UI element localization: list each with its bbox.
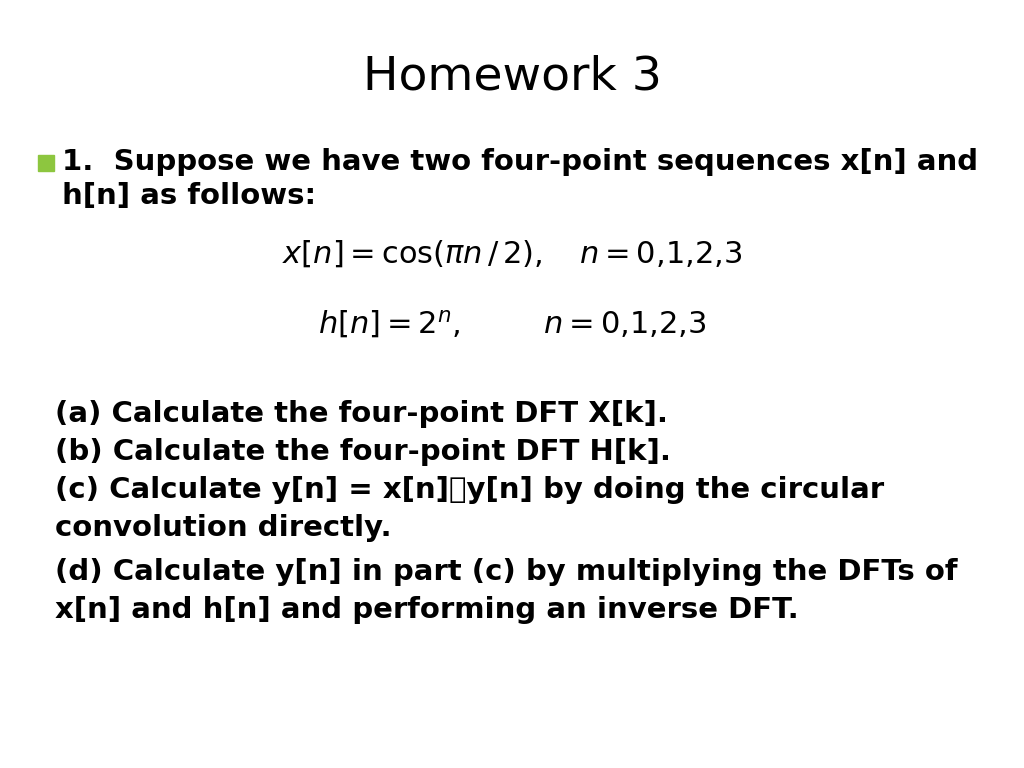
Text: convolution directly.: convolution directly. [55,514,391,542]
Text: $x[n] = \cos(\pi n\,/\,2), \quad n = 0{,}1{,}2{,}3$: $x[n] = \cos(\pi n\,/\,2), \quad n = 0{,… [282,238,742,269]
Text: (b) Calculate the four-point DFT H[k].: (b) Calculate the four-point DFT H[k]. [55,438,671,466]
Text: Homework 3: Homework 3 [362,55,662,100]
Text: x[n] and h[n] and performing an inverse DFT.: x[n] and h[n] and performing an inverse … [55,596,799,624]
Text: 1.  Suppose we have two four-point sequences x[n] and: 1. Suppose we have two four-point sequen… [62,148,978,176]
Text: h[n] as follows:: h[n] as follows: [62,182,316,210]
Text: (d) Calculate y[n] in part (c) by multiplying the DFTs of: (d) Calculate y[n] in part (c) by multip… [55,558,957,586]
Text: $h[n] = 2^n, \qquad\;\; n = 0{,}1{,}2{,}3$: $h[n] = 2^n, \qquad\;\; n = 0{,}1{,}2{,}… [317,308,707,339]
Bar [38,155,54,171]
Text: (a) Calculate the four-point DFT X[k].: (a) Calculate the four-point DFT X[k]. [55,400,668,428]
Text: (c) Calculate y[n] = x[n]ⓔy[n] by doing the circular: (c) Calculate y[n] = x[n]ⓔy[n] by doing … [55,476,884,504]
